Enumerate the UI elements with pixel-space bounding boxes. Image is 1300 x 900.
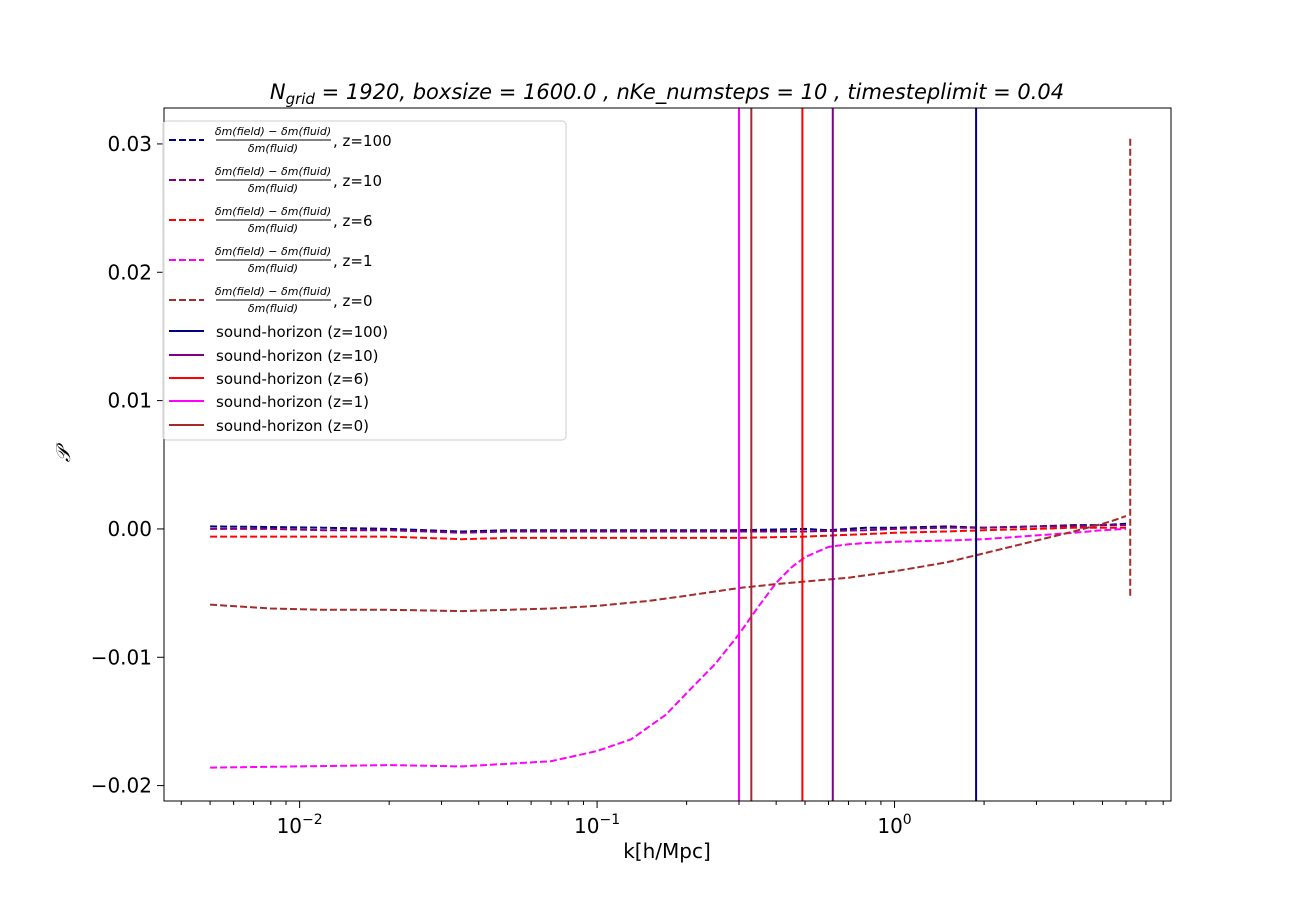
- legend-label: sound-horizon (z=100): [216, 323, 388, 341]
- x-tick-label: 10−1: [574, 812, 620, 838]
- y-tick-label: 0.01: [107, 389, 152, 413]
- legend-fraction-numerator: δm(field) − δm(fluid): [215, 285, 331, 298]
- legend-fraction-numerator: δm(field) − δm(fluid): [215, 165, 331, 178]
- legend-label: , z=100: [333, 132, 392, 150]
- y-tick-label: 0.00: [107, 517, 152, 541]
- legend-box: [162, 120, 567, 441]
- y-tick-label: −0.01: [91, 645, 152, 669]
- legend-fraction-numerator: δm(field) − δm(fluid): [215, 245, 331, 258]
- title-rest: = 1920, boxsize = 1600.0 , nKe_numsteps …: [315, 80, 1064, 105]
- x-axis: 10−2 10−1 100: [180, 801, 1164, 838]
- y-tick-label: −0.02: [91, 774, 152, 798]
- legend-label: , z=1: [333, 252, 373, 270]
- legend-label: , z=10: [333, 172, 382, 190]
- title-n-sub: grid: [286, 90, 316, 108]
- chart-title: Ngrid = 1920, boxsize = 1600.0 , nKe_num…: [270, 80, 1064, 108]
- ratio-series-line-4: [210, 515, 1127, 613]
- y-axis: 0.03 0.02 0.01 0.00 −0.01 −0.02: [91, 132, 164, 798]
- y-tick-label: 0.03: [107, 132, 152, 156]
- y-axis-label: 𝒫: [51, 442, 75, 462]
- legend-fraction-numerator: δm(field) − δm(fluid): [215, 205, 331, 218]
- legend-label: sound-horizon (z=1): [216, 393, 369, 411]
- y-tick-label: 0.02: [107, 260, 152, 284]
- ratio-series-line-3: [210, 527, 1127, 769]
- legend-fraction-denominator: δm(fluid): [248, 182, 298, 195]
- x-tick-label: 10−2: [277, 812, 323, 838]
- legend-label: , z=0: [333, 292, 373, 310]
- title-n: N: [270, 80, 286, 104]
- legend-label: sound-horizon (z=0): [216, 417, 369, 435]
- ratio-series-line-2: [210, 526, 1126, 541]
- legend: δm(field) − δm(fluid)δm(fluid), z=100δm(…: [162, 120, 567, 441]
- axes-frame: [163, 107, 1172, 802]
- legend-fraction-denominator: δm(fluid): [248, 302, 298, 315]
- x-axis-label: k[h/Mpc]: [623, 839, 711, 863]
- legend-label: sound-horizon (z=10): [216, 347, 379, 365]
- plot-area: [210, 108, 1127, 801]
- ratio-series-line-0: [210, 522, 1127, 533]
- legend-fraction-numerator: δm(field) − δm(fluid): [215, 125, 331, 138]
- x-tick-label: 100: [877, 812, 911, 838]
- legend-label: , z=6: [333, 212, 373, 230]
- legend-fraction-denominator: δm(fluid): [248, 142, 298, 155]
- legend-label: sound-horizon (z=6): [216, 370, 369, 388]
- ratio-series-line-1: [210, 524, 1126, 534]
- legend-fraction-denominator: δm(fluid): [248, 222, 298, 235]
- legend-fraction-denominator: δm(fluid): [248, 262, 298, 275]
